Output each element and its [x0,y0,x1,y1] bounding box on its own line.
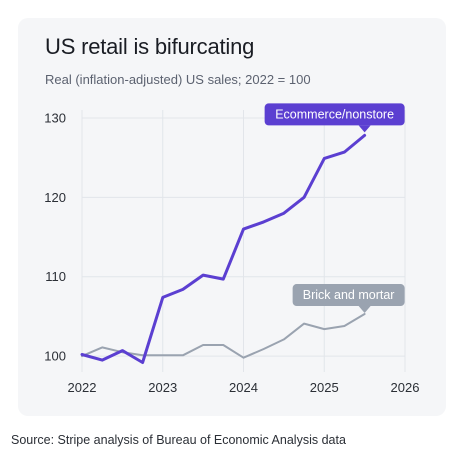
y-tick-label: 100 [44,349,66,364]
source-note: Source: Stripe analysis of Bureau of Eco… [11,433,346,447]
chart-title: US retail is bifurcating [45,34,255,59]
chart-subtitle: Real (inflation-adjusted) US sales; 2022… [45,72,311,87]
y-tick-label: 110 [45,269,66,284]
ecommerce-callout-text: Ecommerce/nonstore [275,107,394,121]
series-line-ecommerce [80,133,367,364]
x-tick-label: 2026 [391,380,420,395]
x-tick-label: 2025 [310,380,339,395]
x-tick-label: 2023 [148,380,177,395]
brick-callout-text: Brick and mortar [303,288,395,302]
ecommerce-callout-box [264,103,405,126]
y-tick-label: 130 [44,110,66,125]
x-tick-label: 2024 [229,380,258,395]
brick-callout-pointer [358,306,371,314]
x-tick-label: 2022 [68,380,97,395]
brick-callout-box [292,284,405,307]
ecommerce-callout-pointer [358,125,371,133]
y-tick-label: 120 [44,190,66,205]
